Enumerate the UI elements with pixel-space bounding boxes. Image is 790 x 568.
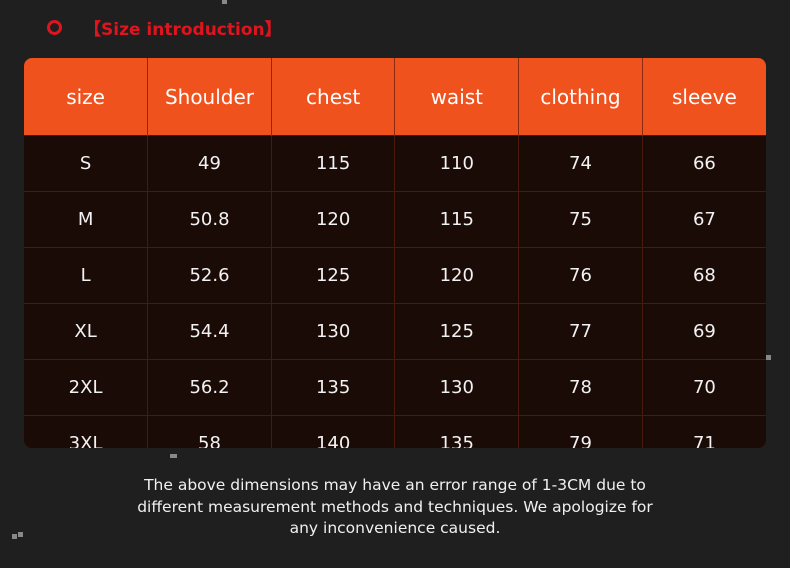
table-cell: L <box>24 247 149 304</box>
table-row: M 50.8 120 115 75 67 <box>24 191 766 248</box>
decor-dot <box>766 355 771 360</box>
table-cell: 76 <box>518 247 643 304</box>
table-cell: XL <box>24 303 149 360</box>
table-cell: S <box>24 135 149 192</box>
table-cell: 58 <box>147 415 272 448</box>
table-cell: 135 <box>394 415 520 448</box>
note-line: any inconvenience caused. <box>289 519 501 537</box>
column-header-size: size <box>24 58 149 136</box>
column-header-sleeve: sleeve <box>642 58 766 136</box>
circle-icon <box>47 20 62 35</box>
table-row: 2XL 56.2 135 130 78 70 <box>24 359 766 416</box>
table-cell: 120 <box>394 247 520 304</box>
decor-dot <box>170 454 177 458</box>
table-cell: 68 <box>642 247 766 304</box>
table-cell: 125 <box>271 247 396 304</box>
note-line: The above dimensions may have an error r… <box>144 476 646 494</box>
table-cell: 2XL <box>24 359 149 416</box>
column-header-clothing: clothing <box>518 58 643 136</box>
table-cell: 49 <box>147 135 272 192</box>
decor-dot <box>18 532 23 537</box>
table-cell: 52.6 <box>147 247 272 304</box>
section-title-text: 【Size introduction】 <box>84 20 282 40</box>
disclaimer-note: The above dimensions may have an error r… <box>0 475 790 540</box>
table-cell: 120 <box>271 191 396 248</box>
table-cell: 115 <box>271 135 396 192</box>
table-cell: 130 <box>271 303 396 360</box>
table-cell: 75 <box>518 191 643 248</box>
column-header-chest: chest <box>271 58 396 136</box>
table-cell: 77 <box>518 303 643 360</box>
table-cell: 74 <box>518 135 643 192</box>
table-cell: 54.4 <box>147 303 272 360</box>
decor-dot <box>12 534 17 539</box>
table-cell: 115 <box>394 191 520 248</box>
column-header-shoulder: Shoulder <box>147 58 272 136</box>
table-cell: 70 <box>642 359 766 416</box>
table-cell: 71 <box>642 415 766 448</box>
column-header-waist: waist <box>394 58 520 136</box>
table-cell: M <box>24 191 149 248</box>
section-title: 【Size introduction】 <box>47 15 282 40</box>
table-cell: 50.8 <box>147 191 272 248</box>
table-cell: 3XL <box>24 415 149 448</box>
table-cell: 130 <box>394 359 520 416</box>
table-header-row: size Shoulder chest waist clothing sleeve <box>24 58 766 136</box>
table-cell: 69 <box>642 303 766 360</box>
table-row: L 52.6 125 120 76 68 <box>24 247 766 304</box>
size-table: size Shoulder chest waist clothing sleeve S 49… <box>24 58 766 448</box>
note-line: different measurement methods and techni… <box>137 497 653 516</box>
table-cell: 140 <box>271 415 396 448</box>
table-cell: 79 <box>518 415 643 448</box>
table-cell: 67 <box>642 191 766 248</box>
table-row: S 49 115 110 74 66 <box>24 135 766 192</box>
table-cell: 56.2 <box>147 359 272 416</box>
decor-dot <box>222 0 227 4</box>
table-cell: 110 <box>394 135 520 192</box>
table-cell: 125 <box>394 303 520 360</box>
table-row: 3XL 58 140 135 79 71 <box>24 415 766 448</box>
table-cell: 135 <box>271 359 396 416</box>
table-cell: 78 <box>518 359 643 416</box>
table-cell: 66 <box>642 135 766 192</box>
table-row: XL 54.4 130 125 77 69 <box>24 303 766 360</box>
